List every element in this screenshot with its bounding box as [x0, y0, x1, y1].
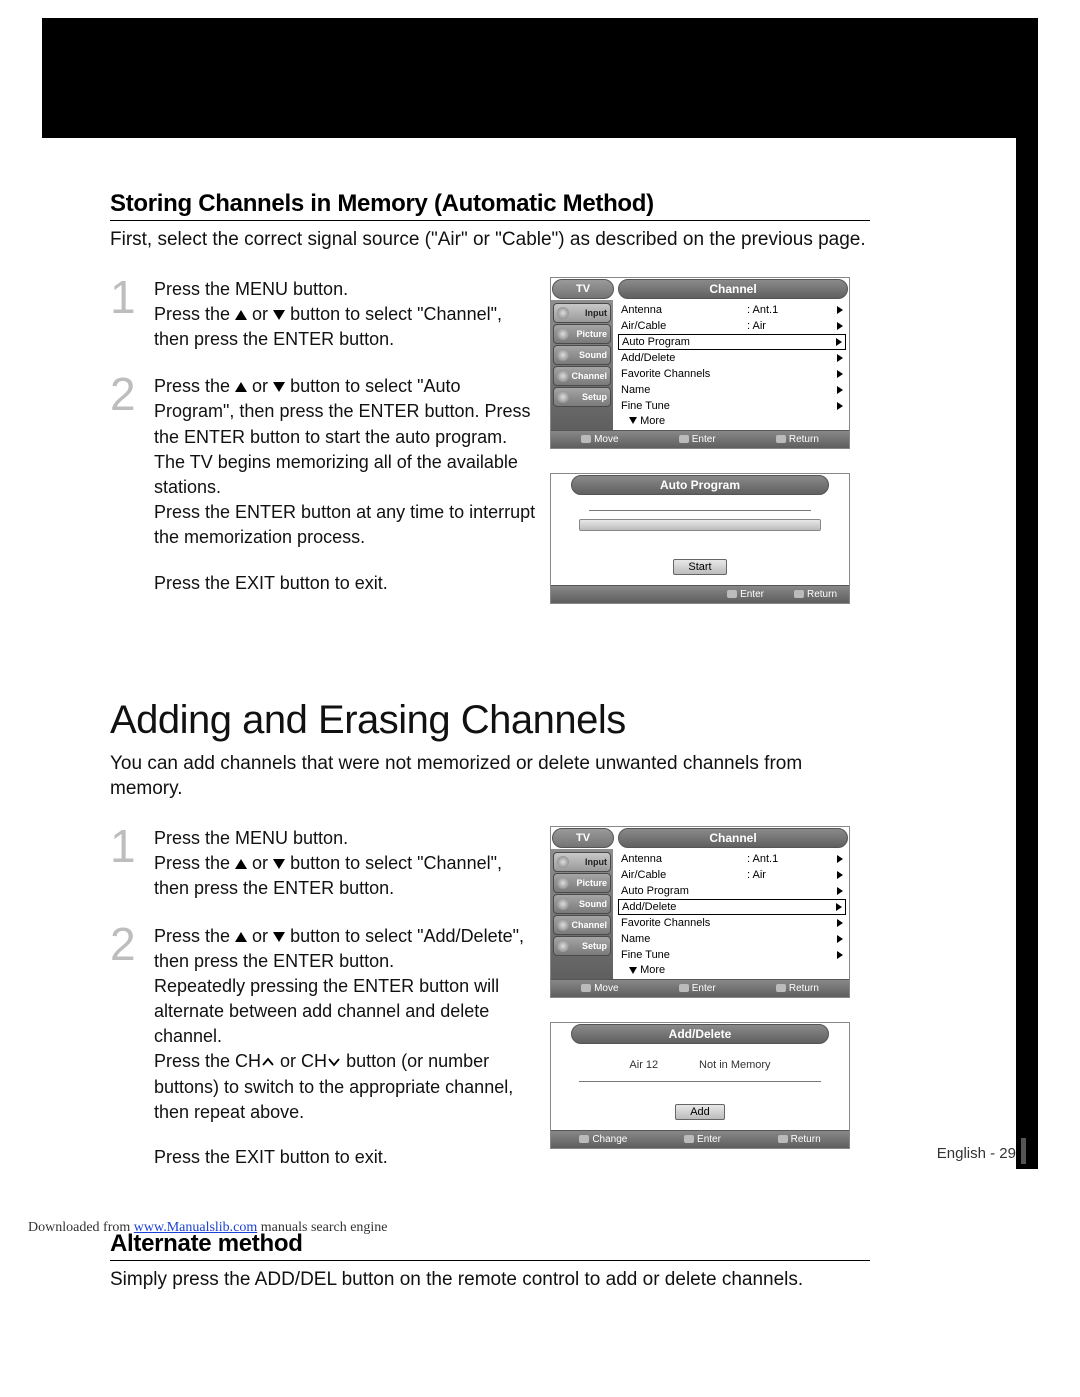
section2-intro: You can add channels that were not memor… [110, 751, 870, 802]
add-button: Add [675, 1104, 725, 1120]
alt-text: Simply press the ADD/DEL button on the r… [110, 1267, 900, 1293]
step-text: or [247, 926, 273, 946]
down-triangle-icon [273, 859, 285, 869]
channel-badge: Channel [618, 279, 848, 299]
arrow-right-icon [837, 306, 843, 314]
step-text: or [247, 376, 273, 396]
osd-side-setup: Setup [553, 387, 611, 407]
osd-footer: ChangeEnterReturn [551, 1130, 849, 1148]
step-text: Press the [154, 376, 235, 396]
step-number: 2 [110, 374, 154, 616]
osd-selected-item: Add/Delete [618, 899, 846, 915]
main-title: Adding and Erasing Channels [110, 698, 1010, 743]
osd-footer: MoveEnterReturn [551, 430, 849, 448]
chevron-down-icon [327, 1057, 341, 1067]
step-text: Press the MENU button. [154, 279, 348, 299]
step-number: 2 [110, 924, 154, 1191]
step-text: The TV begins memorizing all of the avai… [154, 452, 518, 497]
osd-sidebar: Input Picture Sound Channel Setup [551, 849, 613, 979]
manualslib-link[interactable]: www.Manualslib.com [134, 1220, 258, 1235]
step-number: 1 [110, 826, 154, 902]
osd-side-picture: Picture [553, 873, 611, 893]
step-text: Press the ENTER button at any time to in… [154, 502, 535, 547]
up-triangle-icon [235, 382, 247, 392]
osd-side-input: Input [553, 852, 611, 872]
dialog-title: Add/Delete [571, 1024, 829, 1044]
arrow-right-icon [837, 370, 843, 378]
arrow-right-icon [836, 338, 842, 346]
tv-badge: TV [552, 828, 614, 848]
page-number-bar [1021, 1138, 1026, 1164]
step-text: Press the [154, 853, 235, 873]
step-text: Press the MENU button. [154, 828, 348, 848]
up-triangle-icon [235, 932, 247, 942]
osd-sidebar: Input Picture Sound Channel Setup [551, 300, 613, 430]
down-triangle-icon [629, 967, 637, 974]
download-line: Downloaded from www.Manualslib.com manua… [28, 1220, 388, 1236]
osd-side-sound: Sound [553, 345, 611, 365]
down-triangle-icon [273, 382, 285, 392]
section1-intro: First, select the correct signal source … [110, 227, 870, 253]
osd-side-channel: Channel [553, 915, 611, 935]
page-number: English - 29 [937, 1145, 1016, 1162]
up-triangle-icon [235, 310, 247, 320]
step-text: or CH [275, 1051, 327, 1071]
step-text: Press the [154, 926, 235, 946]
osd-list: Antenna: Ant.1 Air/Cable: Air Auto Progr… [613, 300, 849, 430]
down-triangle-icon [273, 932, 285, 942]
top-black-band [42, 18, 1038, 138]
osd-side-input: Input [553, 303, 611, 323]
tv-badge: TV [552, 279, 614, 299]
step-text: Press the EXIT button to exit. [154, 571, 540, 596]
page-content: Storing Channels in Memory (Automatic Me… [110, 190, 1010, 1317]
osd-footer: EnterReturn [551, 585, 849, 603]
step-text: or [247, 853, 273, 873]
arrow-right-icon [837, 871, 843, 879]
osd-side-picture: Picture [553, 324, 611, 344]
osd-channel-menu-2: TV Channel Input Picture Sound Channel S… [550, 826, 850, 998]
progress-bar [579, 519, 821, 531]
osd-list: Antenna: Ant.1 Air/Cable: Air Auto Progr… [613, 849, 849, 979]
osd-side-sound: Sound [553, 894, 611, 914]
osd-selected-item: Auto Program [618, 334, 846, 350]
down-triangle-icon [629, 417, 637, 424]
section1-step2: 2 Press the or button to select "Auto Pr… [110, 374, 540, 616]
section1-title: Storing Channels in Memory (Automatic Me… [110, 190, 870, 221]
section1-step1: 1 Press the MENU button. Press the or bu… [110, 277, 540, 353]
arrow-right-icon [837, 951, 843, 959]
channel-status-row: Air 12 Not in Memory [579, 1053, 821, 1082]
step-text: Press the EXIT button to exit. [154, 1145, 540, 1170]
right-black-band [1016, 18, 1038, 1169]
step-text: Repeatedly pressing the ENTER button wil… [154, 976, 499, 1046]
arrow-right-icon [837, 919, 843, 927]
arrow-right-icon [837, 935, 843, 943]
arrow-right-icon [837, 322, 843, 330]
up-triangle-icon [235, 859, 247, 869]
arrow-right-icon [837, 402, 843, 410]
dialog-title: Auto Program [571, 475, 829, 495]
step-text: Press the [154, 304, 235, 324]
arrow-right-icon [837, 386, 843, 394]
osd-auto-program: Auto Program Start EnterReturn [550, 473, 850, 604]
osd-side-channel: Channel [553, 366, 611, 386]
osd-side-setup: Setup [553, 936, 611, 956]
arrow-right-icon [837, 354, 843, 362]
osd-add-delete: Add/Delete Air 12 Not in Memory Add Chan… [550, 1022, 850, 1149]
step-text: or [247, 304, 273, 324]
osd-channel-menu: TV Channel Input Picture Sound Channel S… [550, 277, 850, 449]
down-triangle-icon [273, 310, 285, 320]
arrow-right-icon [837, 855, 843, 863]
start-button: Start [673, 559, 726, 575]
step-number: 1 [110, 277, 154, 353]
osd-footer: MoveEnterReturn [551, 979, 849, 997]
arrow-right-icon [836, 903, 842, 911]
channel-badge: Channel [618, 828, 848, 848]
section2-step1: 1 Press the MENU button. Press the or bu… [110, 826, 540, 902]
step-text: Press the CH [154, 1051, 261, 1071]
section2-step2: 2 Press the or button to select "Add/Del… [110, 924, 540, 1191]
chevron-up-icon [261, 1057, 275, 1067]
arrow-right-icon [837, 887, 843, 895]
